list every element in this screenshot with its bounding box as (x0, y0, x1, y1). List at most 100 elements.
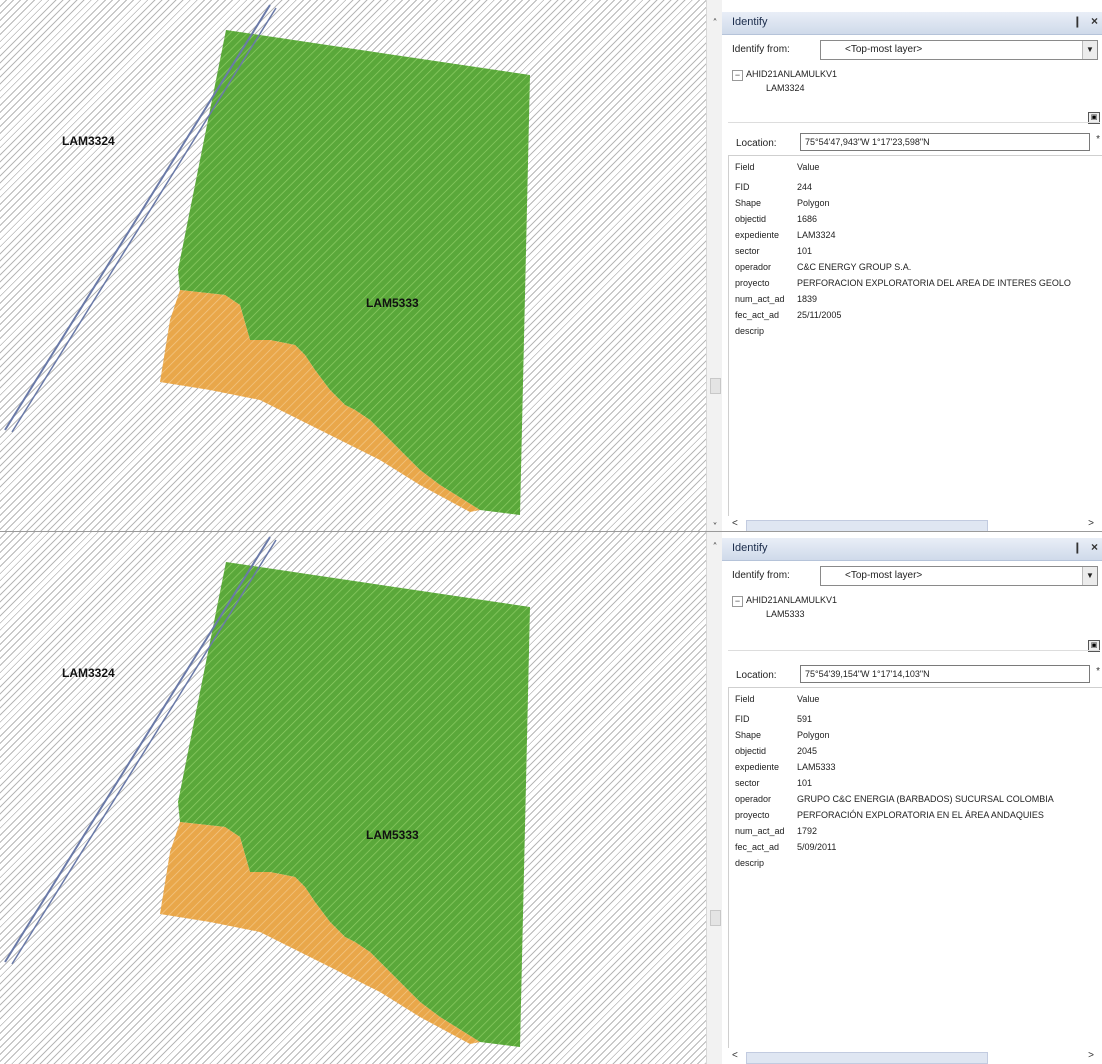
field-name: operador (735, 262, 772, 272)
identify-from-label: Identify from: (732, 44, 790, 55)
table-row[interactable]: Shape Polygon (735, 730, 830, 740)
scroll-up-icon[interactable]: ˄ (712, 542, 718, 553)
table-row[interactable]: num_act_ad 1792 (735, 826, 817, 836)
tree-layer-node[interactable]: AHID21ANLAMULKV1 (746, 69, 838, 79)
chevron-down-icon[interactable]: ▼ (1082, 567, 1097, 585)
tree-layer-node[interactable]: AHID21ANLAMULKV1 (746, 595, 838, 605)
field-value: LAM3324 (797, 230, 836, 240)
scroll-up-icon[interactable]: ˄ (712, 18, 718, 29)
field-name: sector (735, 778, 760, 788)
location-menu-icon[interactable]: * (1096, 134, 1100, 145)
table-row[interactable]: objectid 1686 (735, 214, 817, 224)
table-row[interactable]: descrip (735, 858, 764, 868)
close-icon[interactable]: × (1090, 540, 1098, 554)
field-value: LAM5333 (797, 762, 836, 772)
identify-titlebar: Identify ❙ × (722, 538, 1102, 561)
tree-feature-node[interactable]: LAM3324 (766, 83, 805, 93)
field-value: 5/09/2011 (797, 842, 837, 852)
field-value: 101 (797, 246, 813, 256)
identify-view-bottom: LAM3324 LAM5333 ˄ Identify ❙ × Identify … (0, 532, 1102, 1064)
field-name: sector (735, 246, 760, 256)
panel-toggle-icon[interactable]: ▣ (1088, 640, 1100, 652)
table-row[interactable]: expediente LAM3324 (735, 230, 836, 240)
polygon-green-zone[interactable] (178, 562, 530, 1047)
table-row[interactable]: num_act_ad 1839 (735, 294, 817, 304)
map-canvas[interactable]: LAM3324 LAM5333 (0, 0, 706, 532)
grid-horizontal-scrollbar[interactable]: < > (732, 518, 1094, 532)
table-row[interactable]: proyecto PERFORACIÓN EXPLORATORIA EN EL Á… (735, 810, 1044, 820)
results-tree: − AHID21ANLAMULKV1 LAM3324 (732, 68, 1092, 110)
map-label-lam5333: LAM5333 (366, 828, 419, 842)
pin-icon[interactable]: ❙ (1072, 541, 1082, 554)
table-row[interactable]: sector 101 (735, 246, 812, 256)
close-icon[interactable]: × (1090, 14, 1098, 28)
location-label: Location: (736, 670, 777, 681)
table-row[interactable]: expediente LAM5333 (735, 762, 836, 772)
table-row[interactable]: Shape Polygon (735, 198, 830, 208)
identify-from-select[interactable]: <Top-most layer> ▼ (820, 40, 1098, 60)
collapse-icon[interactable]: − (732, 70, 743, 81)
field-name: expediente (735, 230, 780, 240)
identify-from-value: <Top-most layer> (845, 44, 923, 55)
field-name: proyecto (735, 810, 770, 820)
table-row[interactable]: sector 101 (735, 778, 812, 788)
location-value: 75°54'39,154"W 1°17'14,103"N (805, 669, 930, 679)
grid-horizontal-scrollbar[interactable]: < > (732, 1050, 1094, 1064)
location-field[interactable]: 75°54'39,154"W 1°17'14,103"N (800, 665, 1090, 683)
panel-toggle-icon[interactable]: ▣ (1088, 112, 1100, 124)
table-row[interactable]: FID 591 (735, 714, 812, 724)
pin-icon[interactable]: ❙ (1072, 15, 1082, 28)
field-value: 25/11/2005 (797, 310, 842, 320)
scroll-down-icon[interactable]: ˅ (712, 522, 718, 532)
field-value: PERFORACION EXPLORATORIA DEL AREA DE INT… (797, 278, 1071, 288)
map-drawing (4, 4, 530, 515)
field-name: num_act_ad (735, 294, 785, 304)
chevron-down-icon[interactable]: ▼ (1082, 41, 1097, 59)
divider (728, 122, 1100, 123)
scroll-right-icon[interactable]: > (1088, 518, 1094, 529)
field-name: Shape (735, 730, 762, 740)
collapse-icon[interactable]: − (732, 596, 743, 607)
polygon-orange-zone[interactable] (160, 822, 480, 1044)
scroll-left-icon[interactable]: < (732, 1050, 738, 1061)
value-header: Value (797, 162, 820, 172)
attribute-grid: Field Value FID 591 Shape Polygon objectid… (728, 687, 1102, 1048)
location-field[interactable]: 75°54'47,943"W 1°17'23,598"N (800, 133, 1090, 151)
field-value: 101 (797, 778, 813, 788)
identify-panel: Identify ❙ × Identify from: <Top-most la… (722, 0, 1102, 532)
table-row[interactable]: fec_act_ad 25/11/2005 (735, 310, 841, 320)
table-row[interactable]: descrip (735, 326, 764, 336)
field-value: 244 (797, 182, 813, 192)
polygon-orange-zone[interactable] (160, 290, 480, 512)
field-value: 1839 (797, 294, 818, 304)
map-canvas[interactable]: LAM3324 LAM5333 (0, 532, 706, 1064)
location-menu-icon[interactable]: * (1096, 666, 1100, 677)
scroll-right-icon[interactable]: > (1088, 1050, 1094, 1061)
table-row[interactable]: proyecto PERFORACION EXPLORATORIA DEL ARE… (735, 278, 1071, 288)
identify-from-value: <Top-most layer> (845, 570, 923, 581)
scrollbar-thumb[interactable] (710, 910, 721, 926)
table-row[interactable]: objectid 2045 (735, 746, 817, 756)
field-header: Field (735, 162, 755, 172)
scrollbar-thumb[interactable] (746, 1052, 988, 1064)
table-row[interactable]: fec_act_ad 5/09/2011 (735, 842, 836, 852)
field-name: objectid (735, 746, 767, 756)
scroll-left-icon[interactable]: < (732, 518, 738, 529)
polygon-green-zone[interactable] (178, 30, 530, 515)
map-label-lam3324: LAM3324 (62, 666, 115, 680)
field-name: descrip (735, 326, 765, 336)
field-value: PERFORACIÓN EXPLORATORIA EN EL ÁREA ANDA… (797, 810, 1044, 820)
tree-feature-node[interactable]: LAM5333 (766, 609, 805, 619)
field-name: num_act_ad (735, 826, 785, 836)
field-name: objectid (735, 214, 767, 224)
identify-from-select[interactable]: <Top-most layer> ▼ (820, 566, 1098, 586)
results-tree: − AHID21ANLAMULKV1 LAM5333 (732, 594, 1092, 636)
table-row[interactable]: operador C&C ENERGY GROUP S.A. (735, 262, 911, 272)
identify-panel: Identify ❙ × Identify from: <Top-most la… (722, 532, 1102, 1064)
identify-view-top: LAM3324 LAM5333 ˄ ˅ Identify ❙ × Identif… (0, 0, 1102, 532)
table-row[interactable]: FID 244 (735, 182, 812, 192)
table-row[interactable]: operador GRUPO C&C ENERGIA (BARBADOS) SUC… (735, 794, 1054, 804)
field-value: C&C ENERGY GROUP S.A. (797, 262, 912, 272)
field-name: fec_act_ad (735, 842, 780, 852)
scrollbar-thumb[interactable] (710, 378, 721, 394)
